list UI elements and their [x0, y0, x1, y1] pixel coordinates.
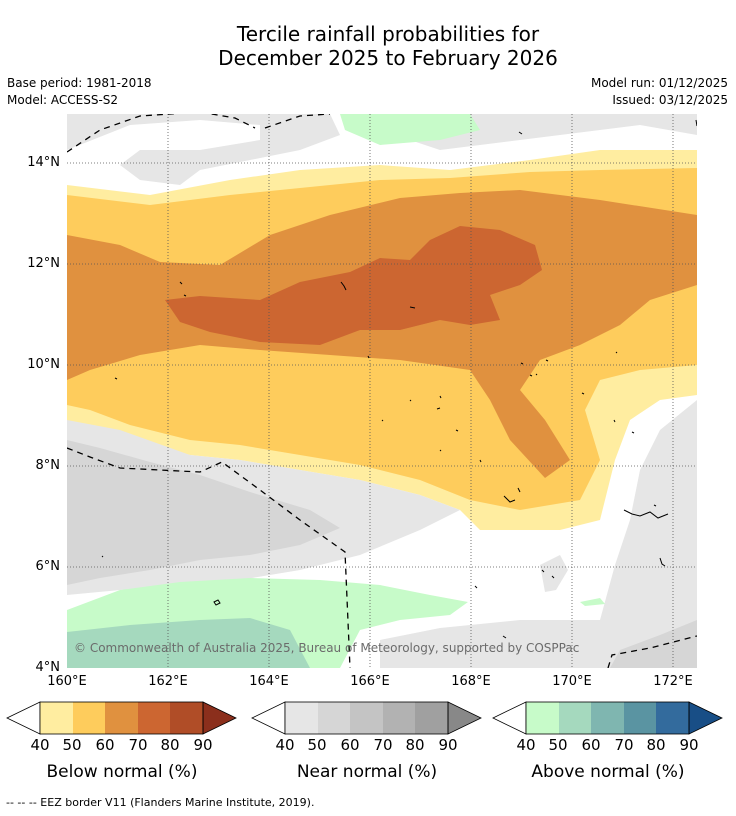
lon-label-166e: 166°E	[350, 674, 390, 689]
tick-70: 70	[373, 736, 393, 754]
colorbar-outline	[525, 701, 690, 735]
colorbar-swatch	[170, 702, 203, 734]
tick-40: 40	[275, 736, 295, 754]
below-normal-70	[165, 226, 542, 345]
issued-date: Issued: 03/12/2025	[612, 93, 728, 107]
colorbar-swatch	[105, 702, 138, 734]
lat-label-8n: 8°N	[35, 458, 61, 473]
colorbar-swatch	[656, 702, 689, 734]
colorbar-swatch	[415, 702, 448, 734]
legend-ticks: 40 50 60 70 80 90	[492, 736, 724, 756]
tick-90: 90	[679, 736, 699, 754]
lon-label-160e: 160°E	[47, 674, 87, 689]
lon-label-170e: 170°E	[552, 674, 592, 689]
lon-label-164e: 164°E	[249, 674, 289, 689]
tick-80: 80	[646, 736, 666, 754]
colorbar-swatch	[138, 702, 170, 734]
tick-50: 50	[307, 736, 327, 754]
above-normal-north	[340, 114, 480, 145]
colorbar-above-normal	[492, 701, 723, 735]
colorbar-below-normal	[6, 701, 237, 735]
graticule	[67, 114, 697, 668]
lat-label-4n: 4°N	[35, 660, 61, 675]
colorbar-swatch	[383, 702, 415, 734]
meta-left: Base period: 1981-2018 Model: ACCESS-S2	[7, 75, 152, 109]
colorbar-swatch	[318, 702, 350, 734]
near-normal-north-east	[410, 114, 697, 150]
tick-50: 50	[62, 736, 82, 754]
colorbar-near-normal	[251, 701, 482, 735]
near-normal-south-dark	[67, 440, 340, 585]
tick-40: 40	[30, 736, 50, 754]
meta-right: Model run: 01/12/2025 Issued: 03/12/2025	[591, 75, 728, 109]
tick-60: 60	[340, 736, 360, 754]
colorbar-max-arrow	[447, 701, 482, 735]
legend-title-near: Near normal (%)	[296, 762, 438, 782]
tick-70: 70	[128, 736, 148, 754]
colorbar-max-arrow	[688, 701, 723, 735]
lon-label-162e: 162°E	[148, 674, 188, 689]
colorbar-swatch	[73, 702, 105, 734]
lon-label-168e: 168°E	[451, 674, 491, 689]
colorbar-outline	[39, 701, 204, 735]
colorbar-min-arrow	[251, 701, 286, 735]
colorbar-swatch	[559, 702, 591, 734]
lat-label-10n: 10°N	[27, 357, 60, 372]
title-line-2: December 2025 to February 2026	[218, 46, 558, 70]
colorbar-swatch	[350, 702, 383, 734]
model-run: Model run: 01/12/2025	[590, 76, 728, 90]
legend-near-normal: 40 50 60 70 80 90 Near normal (%)	[251, 700, 483, 782]
near-normal-north	[67, 114, 340, 185]
above-normal-50	[67, 618, 310, 668]
lat-label-12n: 12°N	[27, 256, 60, 271]
near-normal-east-dark	[610, 620, 697, 668]
lat-label-6n: 6°N	[35, 559, 61, 574]
legend-above-normal: 40 50 60 70 80 90 Above normal (%)	[492, 700, 724, 782]
colorbar-max-arrow	[202, 701, 237, 735]
tick-60: 60	[95, 736, 115, 754]
tick-90: 90	[438, 736, 458, 754]
colorbar-outline	[284, 701, 449, 735]
title-line-1: Tercile rainfall probabilities for	[236, 22, 540, 46]
legend-ticks: 40 50 60 70 80 90	[251, 736, 483, 756]
tick-70: 70	[614, 736, 634, 754]
colorbar-swatch	[624, 702, 656, 734]
tick-40: 40	[516, 736, 536, 754]
near-normal-east	[380, 400, 697, 668]
legend-title-below: Below normal (%)	[46, 762, 198, 782]
tick-80: 80	[160, 736, 180, 754]
lon-label-172e: 172°E	[653, 674, 693, 689]
above-normal-small	[580, 598, 605, 606]
map-title: Tercile rainfall probabilities for Decem…	[0, 22, 736, 70]
tick-80: 80	[405, 736, 425, 754]
legend-below-normal: 40 50 60 70 80 90 Below normal (%)	[6, 700, 238, 782]
tick-50: 50	[548, 736, 568, 754]
eez-footnote: -- -- -- EEZ border V11 (Flanders Marine…	[6, 796, 315, 809]
colorbar-swatch	[591, 702, 624, 734]
colorbar-swatch	[526, 702, 559, 734]
islands	[101, 119, 697, 639]
map-plot-area	[67, 114, 697, 668]
near-normal-island-patch	[540, 555, 568, 592]
colorbar-min-arrow	[6, 701, 41, 735]
copyright-text: © Commonwealth of Australia 2025, Bureau…	[74, 641, 580, 655]
colorbar-min-arrow	[492, 701, 527, 735]
tick-60: 60	[581, 736, 601, 754]
legend-title-above: Above normal (%)	[531, 762, 685, 782]
colorbar-swatch	[40, 702, 73, 734]
lat-label-14n: 14°N	[27, 155, 60, 170]
base-period: Base period: 1981-2018	[7, 76, 152, 90]
model-name: Model: ACCESS-S2	[7, 93, 119, 107]
eez-borders	[67, 114, 697, 668]
tick-90: 90	[193, 736, 213, 754]
colorbar-swatch	[285, 702, 318, 734]
legend-ticks: 40 50 60 70 80 90	[6, 736, 238, 756]
